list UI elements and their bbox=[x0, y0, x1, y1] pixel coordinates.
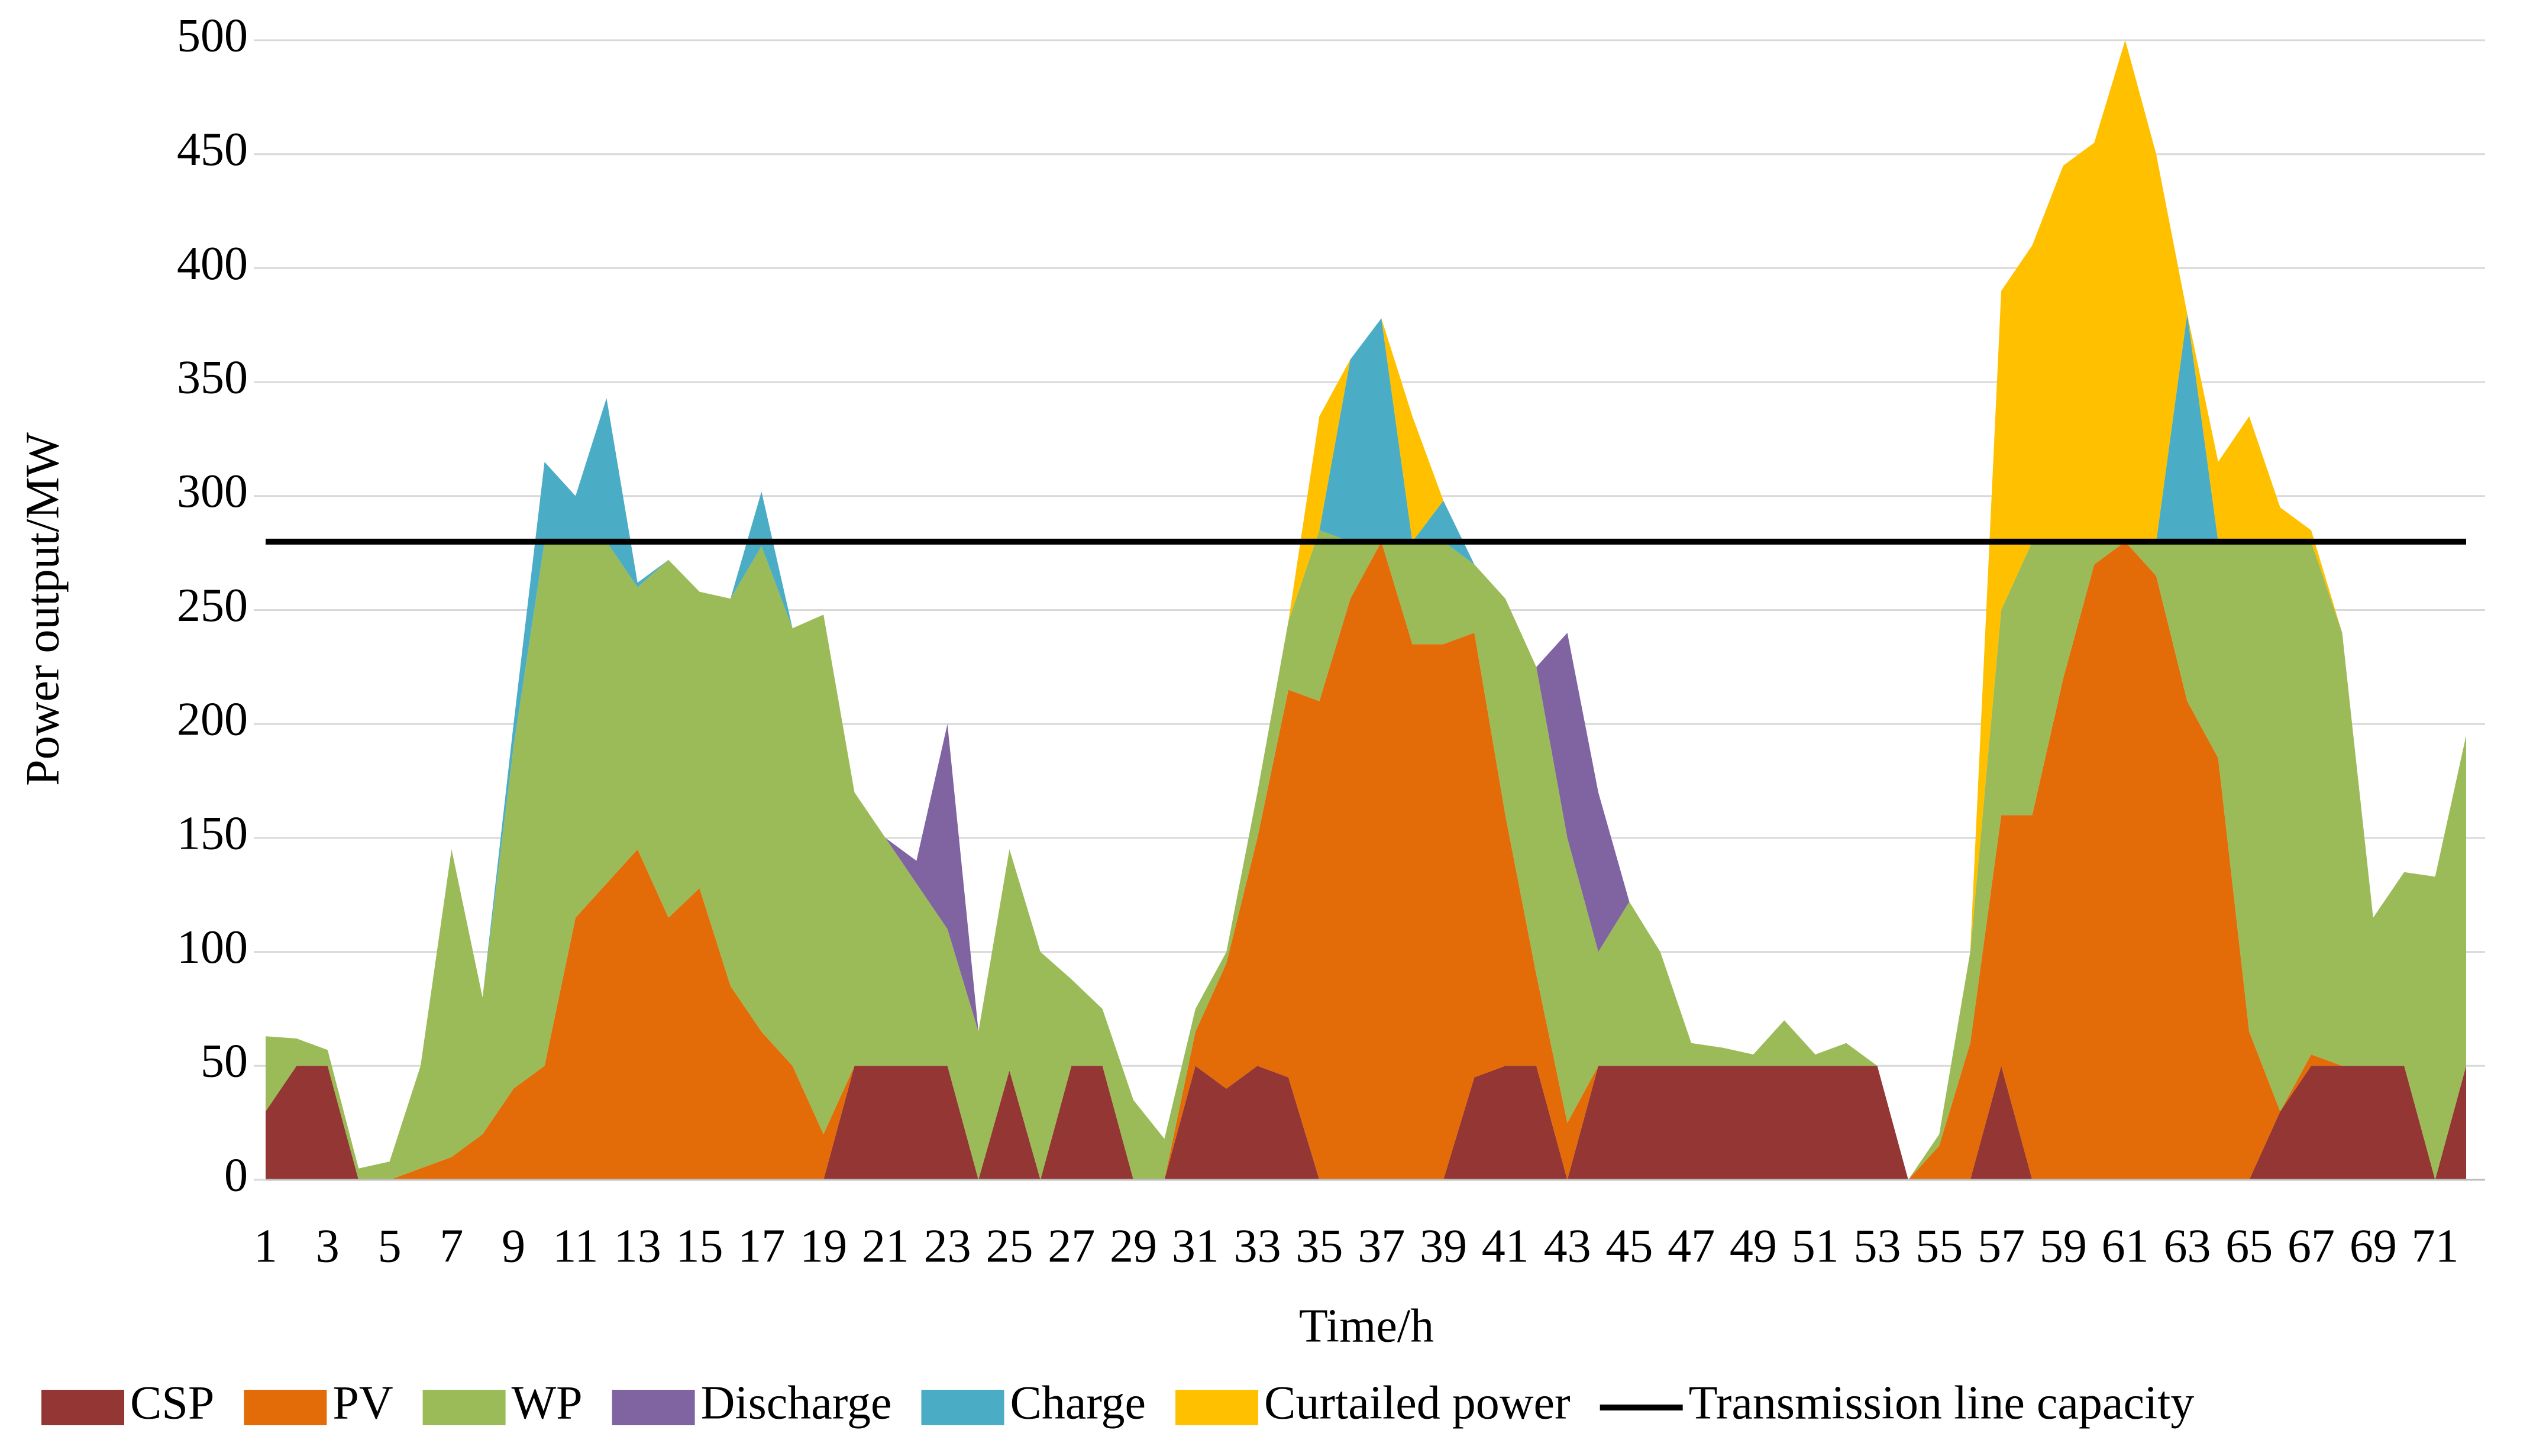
legend-label: Charge bbox=[1010, 1377, 1146, 1429]
x-tick-label: 43 bbox=[1544, 1220, 1591, 1272]
x-tick-label: 5 bbox=[378, 1220, 402, 1272]
x-tick-label: 69 bbox=[2350, 1220, 2397, 1272]
x-tick-label: 41 bbox=[1482, 1220, 1529, 1272]
x-tick-label: 21 bbox=[862, 1220, 909, 1272]
x-tick-label: 35 bbox=[1295, 1220, 1343, 1272]
x-tick-label: 29 bbox=[1110, 1220, 1157, 1272]
x-tick-label: 67 bbox=[2287, 1220, 2335, 1272]
legend-label: Transmission line capacity bbox=[1689, 1377, 2195, 1429]
y-tick-label: 0 bbox=[224, 1149, 248, 1201]
x-tick-label: 23 bbox=[924, 1220, 971, 1272]
y-tick-label: 250 bbox=[177, 580, 248, 632]
legend-label: WP bbox=[512, 1377, 583, 1429]
area bbox=[266, 541, 2466, 1180]
x-tick-label: 37 bbox=[1358, 1220, 1405, 1272]
x-tick-label: 63 bbox=[2163, 1220, 2211, 1272]
x-tick-label: 33 bbox=[1234, 1220, 1281, 1272]
legend-swatch bbox=[1175, 1390, 1259, 1425]
x-tick-label: 7 bbox=[440, 1220, 463, 1272]
legend-label: Discharge bbox=[701, 1377, 892, 1429]
y-tick-label: 350 bbox=[177, 351, 248, 403]
legend-swatch bbox=[612, 1390, 695, 1425]
y-tick-label: 300 bbox=[177, 465, 248, 517]
x-tick-label: 17 bbox=[738, 1220, 785, 1272]
area bbox=[266, 313, 2466, 1180]
x-tick-label: 57 bbox=[1978, 1220, 2025, 1272]
x-tick-label: 59 bbox=[2040, 1220, 2087, 1272]
y-tick-label: 400 bbox=[177, 238, 248, 290]
x-tick-label: 45 bbox=[1605, 1220, 1653, 1272]
legend-swatch bbox=[41, 1390, 124, 1425]
area bbox=[266, 530, 2466, 1180]
y-tick-label: 150 bbox=[177, 807, 248, 859]
y-axis-label: Power output/MW bbox=[17, 432, 69, 786]
x-tick-label: 13 bbox=[614, 1220, 661, 1272]
x-tick-label: 53 bbox=[1854, 1220, 1901, 1272]
x-tick-label: 61 bbox=[2102, 1220, 2149, 1272]
y-tick-label: 500 bbox=[177, 9, 248, 62]
y-tick-label: 450 bbox=[177, 124, 248, 176]
x-tick-label: 19 bbox=[800, 1220, 847, 1272]
x-tick-label: 15 bbox=[676, 1220, 723, 1272]
x-tick-label: 65 bbox=[2225, 1220, 2273, 1272]
x-axis-label: Time/h bbox=[1299, 1300, 1434, 1352]
x-tick-label: 55 bbox=[1915, 1220, 1963, 1272]
x-tick-label: 11 bbox=[553, 1220, 598, 1272]
x-tick-label: 51 bbox=[1792, 1220, 1839, 1272]
x-tick-label: 49 bbox=[1730, 1220, 1777, 1272]
legend-label: Curtailed power bbox=[1264, 1377, 1571, 1429]
y-tick-label: 50 bbox=[201, 1036, 248, 1088]
x-tick-label: 1 bbox=[254, 1220, 277, 1272]
x-tick-label: 71 bbox=[2412, 1220, 2459, 1272]
x-tick-label: 25 bbox=[986, 1220, 1033, 1272]
x-tick-label: 47 bbox=[1668, 1220, 1715, 1272]
y-tick-label: 200 bbox=[177, 694, 248, 746]
legend-swatch bbox=[244, 1390, 327, 1425]
x-tick-label: 3 bbox=[316, 1220, 340, 1272]
x-tick-label: 31 bbox=[1172, 1220, 1219, 1272]
legend-label: PV bbox=[332, 1377, 393, 1429]
legend-label: CSP bbox=[130, 1377, 214, 1429]
legend-swatch bbox=[921, 1390, 1004, 1425]
x-tick-label: 27 bbox=[1048, 1220, 1095, 1272]
x-tick-label: 39 bbox=[1420, 1220, 1467, 1272]
y-tick-label: 100 bbox=[177, 921, 248, 973]
legend-swatch bbox=[422, 1390, 506, 1425]
x-tick-label: 9 bbox=[502, 1220, 525, 1272]
